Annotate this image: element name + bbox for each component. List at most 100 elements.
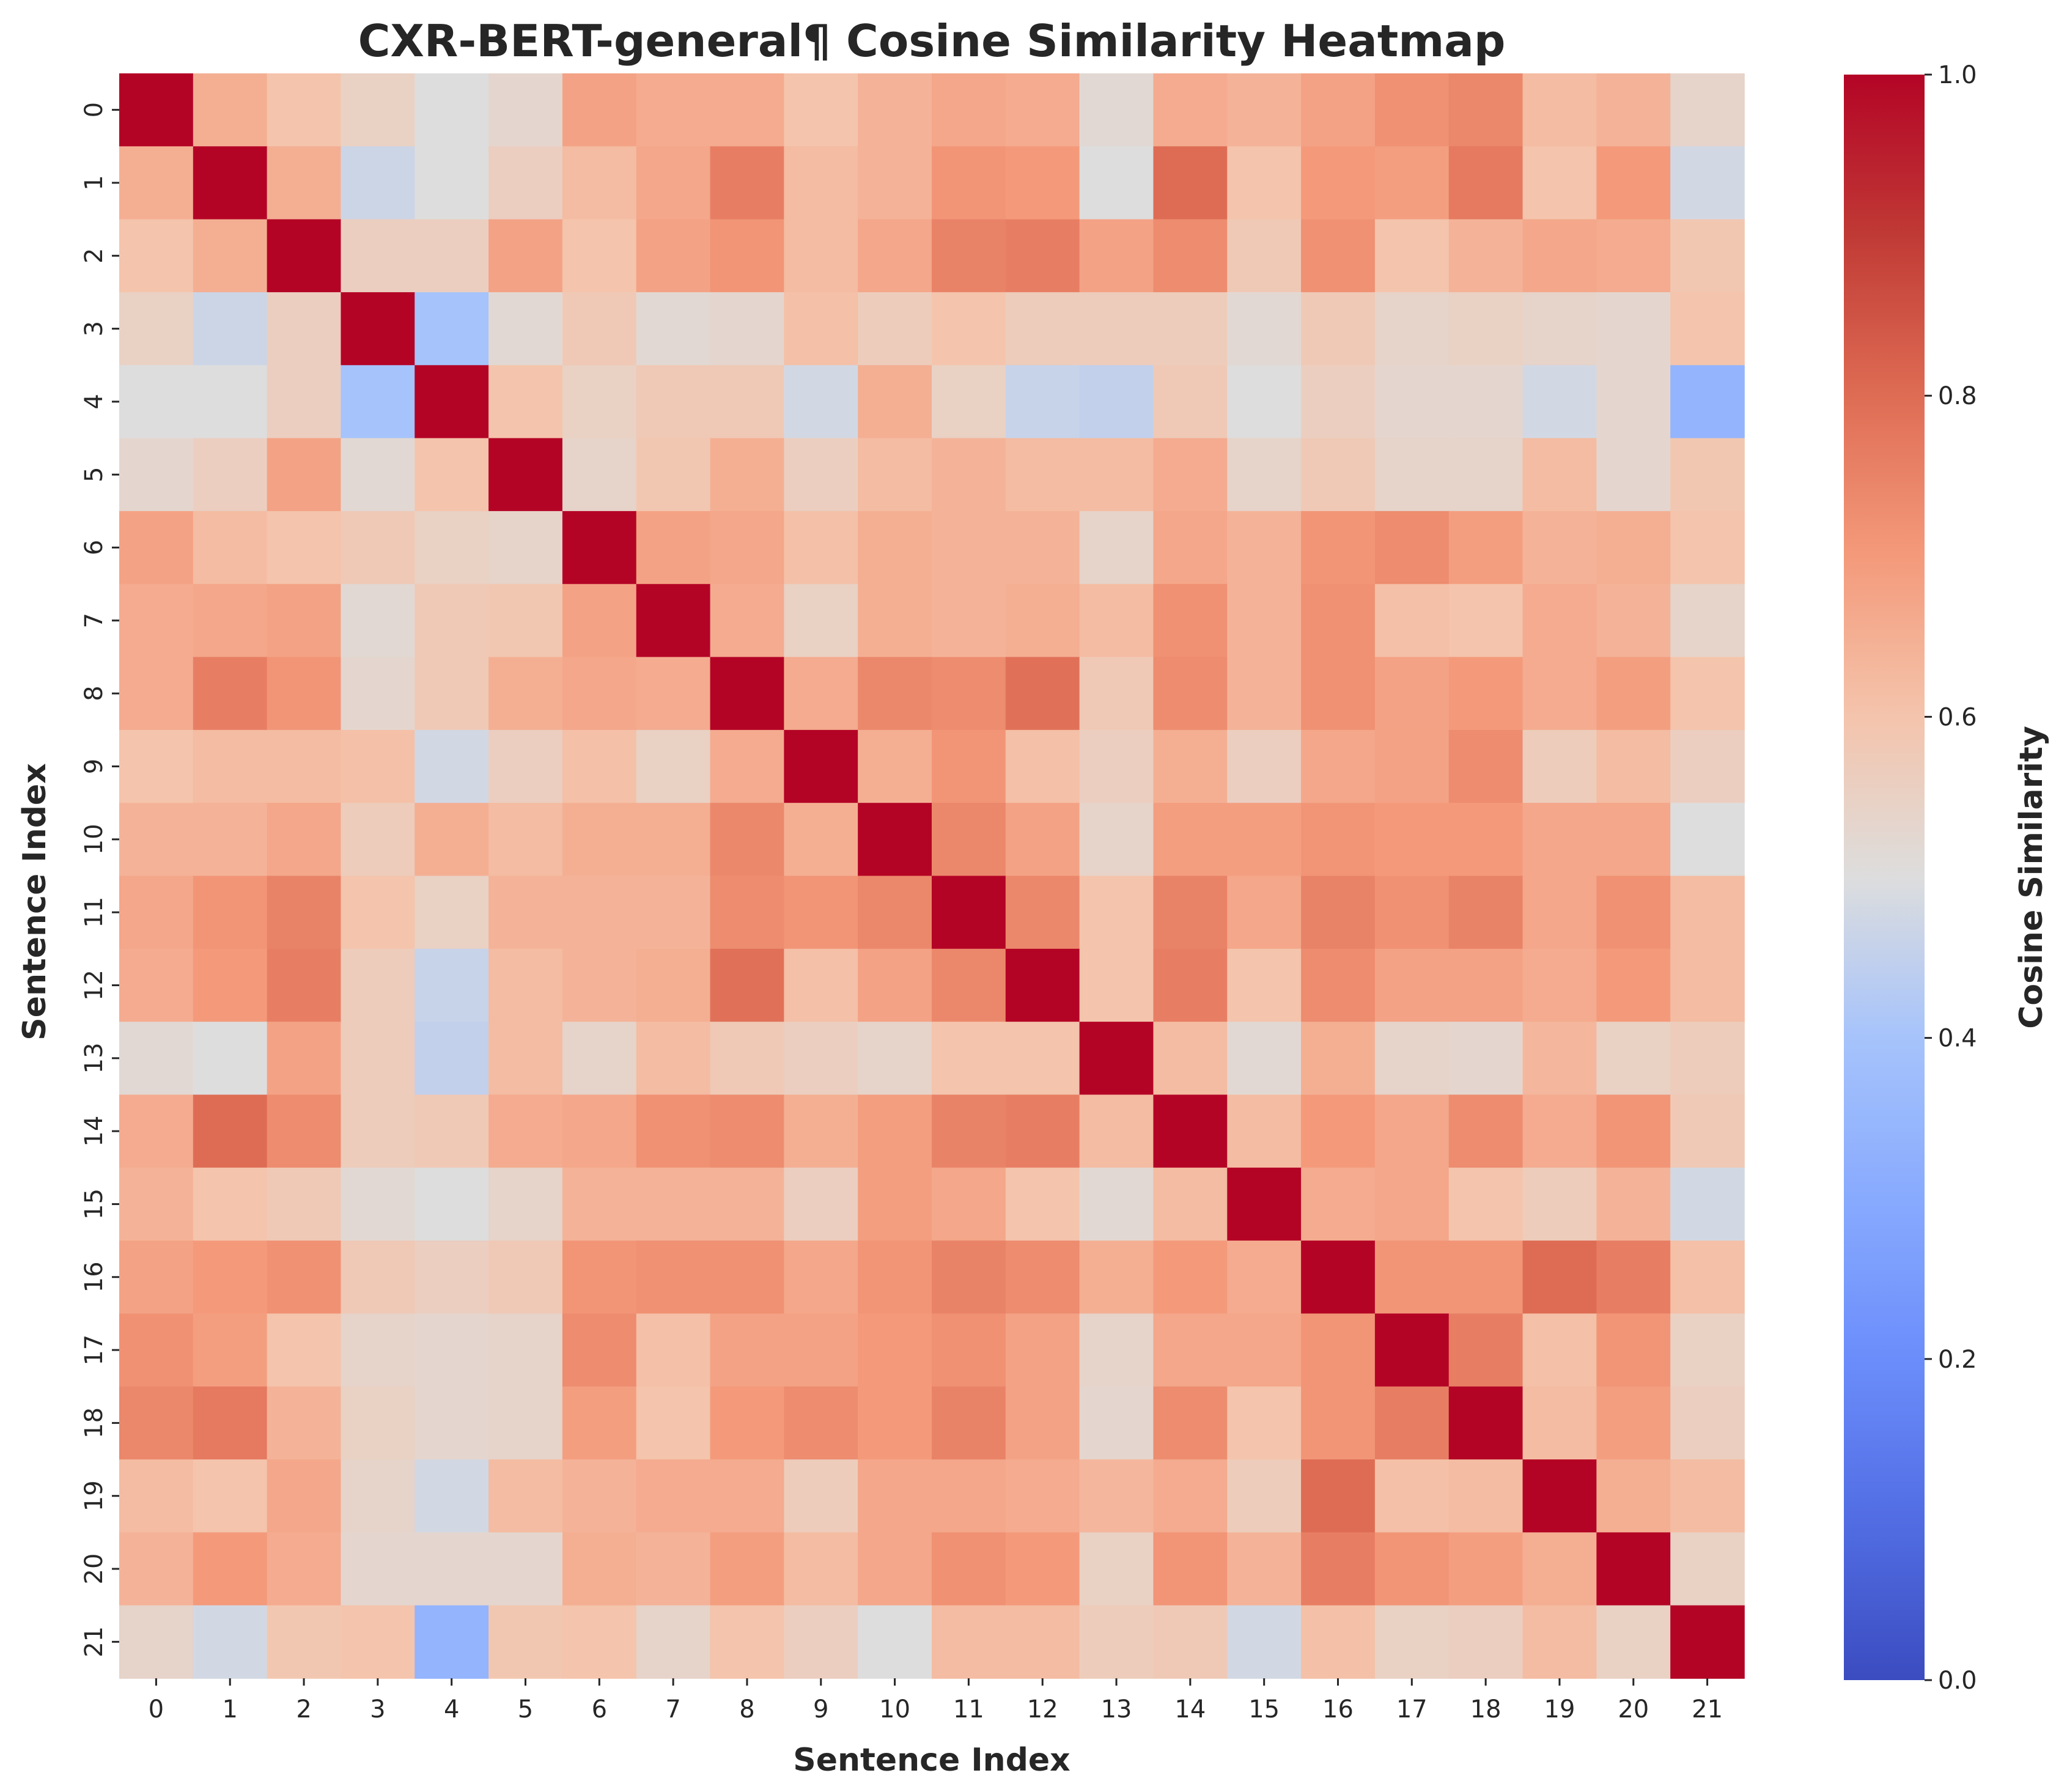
heatmap-cell: [341, 584, 416, 658]
heatmap-cell: [1079, 73, 1154, 147]
heatmap-cell: [1227, 1459, 1302, 1533]
heatmap-cell: [1448, 1386, 1524, 1460]
heatmap-cell: [710, 657, 785, 731]
heatmap-cell: [784, 657, 858, 731]
heatmap-cell: [1301, 219, 1376, 293]
heatmap-cell: [193, 729, 268, 803]
heatmap-cell: [562, 73, 637, 147]
x-tick-label: 1: [223, 1695, 238, 1724]
heatmap-cell: [1522, 1459, 1597, 1533]
heatmap-cell: [193, 876, 268, 949]
heatmap-cell: [858, 1605, 932, 1679]
heatmap-cell: [1079, 292, 1154, 366]
y-tick-label: 5: [80, 467, 108, 482]
heatmap-cell: [1448, 1605, 1524, 1679]
heatmap-cell: [341, 803, 416, 877]
heatmap-cell: [784, 1386, 858, 1460]
heatmap-cell: [562, 803, 637, 877]
heatmap-cell: [119, 584, 194, 658]
heatmap-cell: [193, 1167, 268, 1241]
heatmap-cell: [193, 1094, 268, 1168]
heatmap-cell: [784, 438, 858, 512]
heatmap-cell: [119, 511, 194, 585]
heatmap-cell: [415, 948, 489, 1022]
heatmap-cell: [932, 876, 1006, 949]
heatmap-cell: [710, 584, 785, 658]
heatmap-cell: [636, 1241, 711, 1315]
heatmap-cell: [562, 292, 637, 366]
heatmap-cell: [1005, 1532, 1080, 1606]
heatmap-cell: [636, 876, 711, 949]
heatmap-cell: [1301, 1605, 1376, 1679]
heatmap-cell: [784, 729, 858, 803]
heatmap-cell: [1374, 1313, 1450, 1387]
y-tick-label: 1: [80, 175, 108, 190]
heatmap-cell: [1079, 1094, 1154, 1168]
heatmap-cell: [1522, 365, 1597, 439]
heatmap-cell: [1596, 1241, 1671, 1315]
heatmap-cell: [1374, 729, 1450, 803]
heatmap-cell: [1079, 657, 1154, 731]
heatmap-cell: [1670, 1167, 1745, 1241]
heatmap-cell: [1596, 219, 1671, 293]
heatmap-cell: [1374, 146, 1450, 220]
heatmap-cell: [1079, 584, 1154, 658]
heatmap-cell: [415, 1313, 489, 1387]
heatmap-cell: [636, 1167, 711, 1241]
x-tick-label: 8: [739, 1695, 754, 1724]
y-tick-label: 2: [80, 248, 108, 264]
heatmap-cell: [1005, 365, 1080, 439]
heatmap-cell: [1522, 1094, 1597, 1168]
heatmap-cell: [1227, 438, 1302, 512]
heatmap-cell: [1153, 1022, 1228, 1096]
heatmap-cell: [1670, 876, 1745, 949]
heatmap-cell: [784, 292, 858, 366]
heatmap-cell: [932, 438, 1006, 512]
heatmap-cell: [784, 219, 858, 293]
heatmap-cell: [858, 657, 932, 731]
heatmap-cell: [710, 803, 785, 877]
y-tick-label: 12: [80, 970, 108, 1001]
heatmap-cell: [1448, 1241, 1524, 1315]
heatmap-cell: [267, 365, 342, 439]
heatmap-cell: [932, 1241, 1006, 1315]
heatmap-cell: [1153, 1241, 1228, 1315]
heatmap-cell: [341, 1094, 416, 1168]
colorbar-ticks: 0.0 0.2 0.4 0.6 0.8 1.0: [1925, 61, 1977, 1695]
y-tick-label: 7: [80, 613, 108, 628]
heatmap-cell: [1301, 292, 1376, 366]
heatmap-cell: [710, 1459, 785, 1533]
heatmap-cell: [1374, 1094, 1450, 1168]
x-tick-label: 11: [953, 1695, 984, 1724]
heatmap-cell: [1227, 365, 1302, 439]
heatmap-cell: [1448, 1313, 1524, 1387]
heatmap-cell: [267, 438, 342, 512]
heatmap-cell: [193, 1605, 268, 1679]
heatmap-cell: [1153, 729, 1228, 803]
heatmap-cell: [1448, 657, 1524, 731]
heatmap-cell: [562, 1532, 637, 1606]
heatmap-cell: [858, 292, 932, 366]
heatmap-cell: [784, 584, 858, 658]
chart-title: CXR-BERT-general¶ Cosine Similarity Heat…: [358, 15, 1506, 67]
heatmap-cell: [1153, 1094, 1228, 1168]
heatmap-cell: [1005, 146, 1080, 220]
heatmap-cell: [1448, 1532, 1524, 1606]
heatmap-cell: [193, 292, 268, 366]
heatmap-cell: [858, 438, 932, 512]
heatmap-cell: [1596, 1313, 1671, 1387]
heatmap-cell: [1227, 803, 1302, 877]
heatmap-cell: [858, 219, 932, 293]
heatmap-cell: [1005, 511, 1080, 585]
heatmap-cell: [562, 146, 637, 220]
heatmap-cell: [1005, 292, 1080, 366]
heatmap-cell: [1374, 1241, 1450, 1315]
heatmap-cell: [267, 146, 342, 220]
heatmap-cell: [710, 73, 785, 147]
heatmap-cell: [1596, 365, 1671, 439]
heatmap-cell: [1596, 73, 1671, 147]
heatmap-cell: [1301, 73, 1376, 147]
heatmap-cell: [1448, 146, 1524, 220]
heatmap-cell: [415, 876, 489, 949]
